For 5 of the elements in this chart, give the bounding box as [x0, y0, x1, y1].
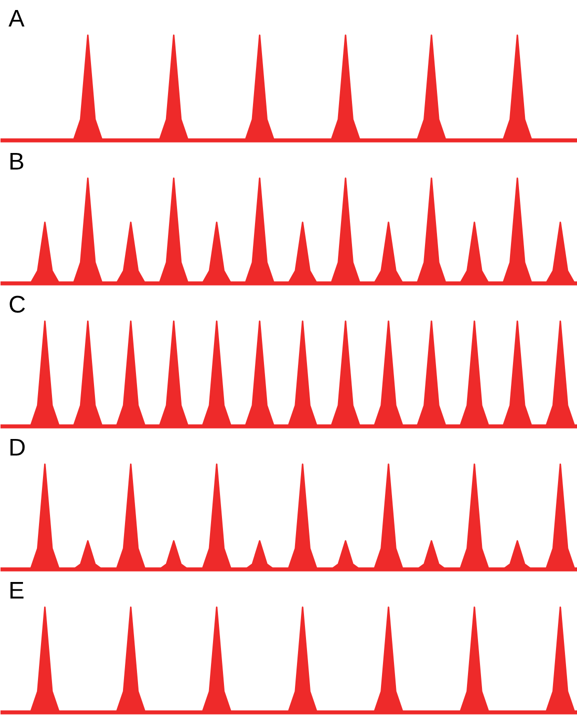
chart-title: B: [8, 148, 25, 176]
chart-title: A: [8, 6, 25, 32]
chart-title: E: [8, 578, 25, 604]
chart-title: D: [8, 434, 26, 462]
chart-title: C: [8, 292, 26, 318]
